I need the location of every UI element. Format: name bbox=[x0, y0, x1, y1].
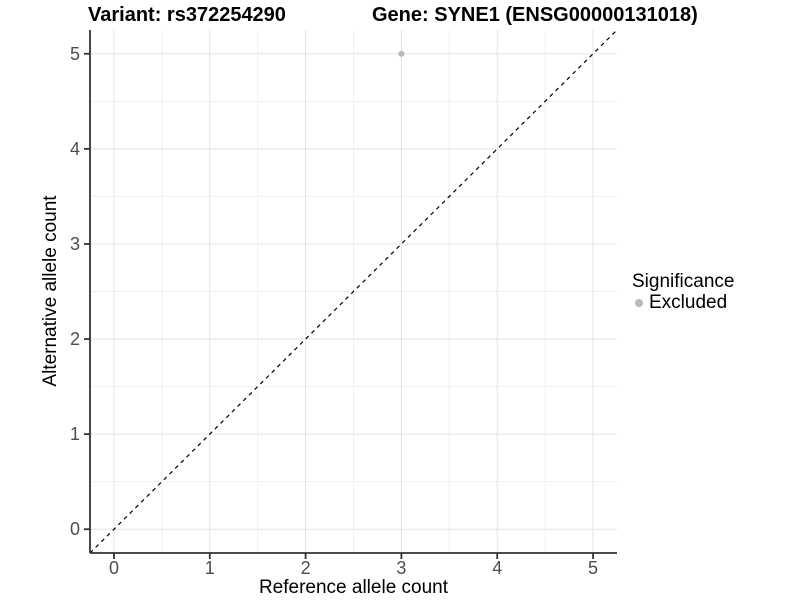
x-tick-label: 3 bbox=[396, 558, 406, 578]
y-tick-label: 3 bbox=[70, 234, 80, 254]
y-tick-label: 0 bbox=[70, 519, 80, 539]
y-tick-label: 5 bbox=[70, 44, 80, 64]
x-tick-label: 5 bbox=[588, 558, 598, 578]
excluded-point-icon bbox=[635, 298, 643, 307]
variant-title: Variant: rs372254290 bbox=[88, 4, 286, 26]
x-axis-title: Reference allele count bbox=[258, 577, 449, 598]
y-tick-label: 1 bbox=[70, 424, 80, 444]
y-axis-title: Alternative allele count bbox=[40, 195, 61, 387]
y-tick-label: 2 bbox=[70, 329, 80, 349]
x-tick-label: 0 bbox=[109, 558, 119, 578]
x-tick-label: 2 bbox=[301, 558, 311, 578]
identity-dashed-line bbox=[89, 29, 618, 554]
legend: Significance Excluded bbox=[632, 271, 734, 313]
legend-title: Significance bbox=[632, 271, 735, 292]
x-tick-label: 1 bbox=[205, 558, 215, 578]
x-tick-label: 4 bbox=[492, 558, 502, 578]
data-point bbox=[398, 50, 405, 57]
legend-entry-excluded: Excluded bbox=[632, 292, 734, 313]
y-tick-label: 4 bbox=[70, 139, 80, 159]
gene-title: Gene: SYNE1 (ENSG00000131018) bbox=[372, 4, 698, 26]
legend-entry-label: Excluded bbox=[649, 292, 728, 313]
